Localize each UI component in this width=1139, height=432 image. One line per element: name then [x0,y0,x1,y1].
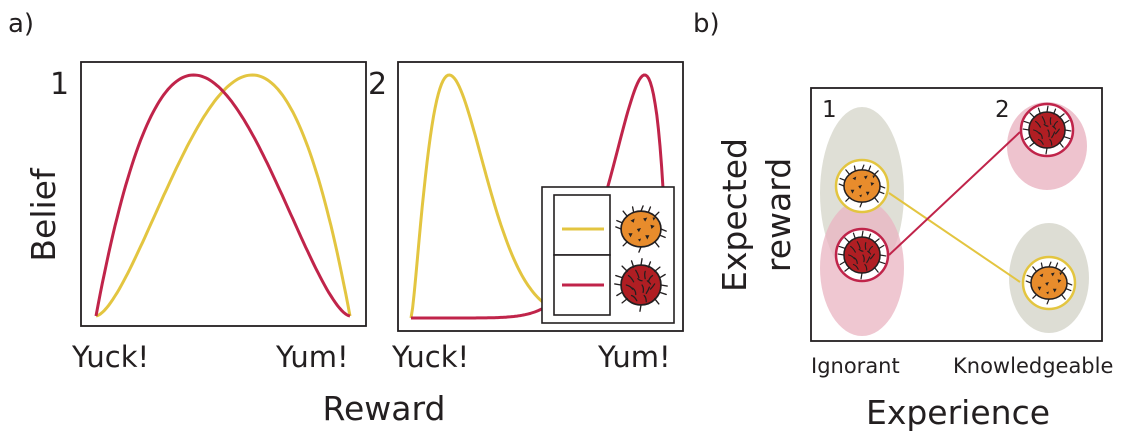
panel-a-label: a) [8,9,34,39]
plot-1-curve-yellow [95,73,352,318]
plot-1-number: 1 [50,67,69,102]
panel-b-ylabel-line1: Expected [715,138,754,292]
panel-b-xlabel: Experience [866,393,1050,432]
legend [541,186,675,324]
panel-a-ylabel: Belief [24,167,63,262]
plot-2-x-right-label: Yum! [597,340,671,374]
panel-b-plot: 1 2 [810,87,1103,342]
plot-1-x-left-label: Yuck! [71,340,149,374]
plot-1: 1 Yuck! Yum! [50,61,367,374]
plot-2-x-left-label: Yuck! [391,340,469,374]
panel-b-ylabel-line2: reward [759,158,798,272]
plot-2-curve-red [411,73,670,320]
panel-b-frame [810,87,1103,342]
connector-red [888,131,1021,256]
stage-2-label: Knowledgeable [953,354,1113,378]
plot-1-curve-red [94,73,351,318]
panel-a-xlabel: Reward [323,389,446,428]
plot-2: 2 Yuck! Yum! [368,61,684,374]
plot-1-frame [80,61,367,327]
plot-2-frame [397,61,684,332]
panel-b-label: b) [693,9,720,39]
stage-1-label: Ignorant [811,354,900,378]
legend-swatch-box-top [553,194,611,256]
plot-2-number: 2 [368,67,387,102]
stage-1-number: 1 [822,97,837,123]
plot-1-x-right-label: Yum! [275,340,349,374]
stage-2-number: 2 [995,97,1010,123]
connector-yellow [888,192,1021,283]
